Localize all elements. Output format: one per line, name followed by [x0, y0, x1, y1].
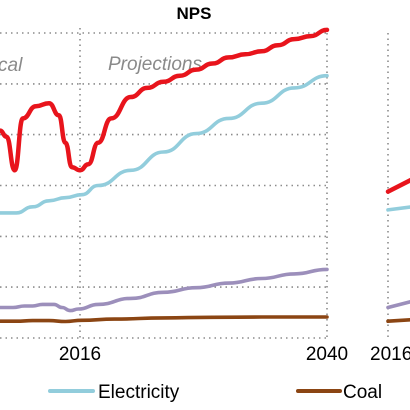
series-lines [0, 27, 330, 324]
right-panel-series-stub-3 [386, 318, 410, 324]
right-panel-series-stub-2 [386, 300, 410, 310]
projections-annotation: Projections [108, 54, 202, 75]
x-tick-2040: 2040 [306, 344, 348, 365]
series-line-2 [0, 267, 329, 313]
series-line-1 [0, 73, 329, 215]
right-panel-series-stub-0 [385, 177, 410, 194]
historical-annotation: cal [0, 55, 23, 76]
chart-title: NPS [177, 4, 212, 23]
series-line-0 [0, 27, 330, 173]
legend: Electricity Coal [48, 382, 382, 403]
x-tick-2016: 2016 [59, 344, 101, 365]
legend-coal-label: Coal [343, 382, 382, 403]
grid-lines [0, 32, 328, 339]
right-panel-x-tick-partial: 2016 [370, 344, 410, 365]
legend-electricity-label: Electricity [98, 382, 180, 403]
series-line-3 [0, 315, 329, 324]
right-panel-series-stub-1 [386, 205, 410, 212]
right-panel-partial [385, 33, 410, 338]
